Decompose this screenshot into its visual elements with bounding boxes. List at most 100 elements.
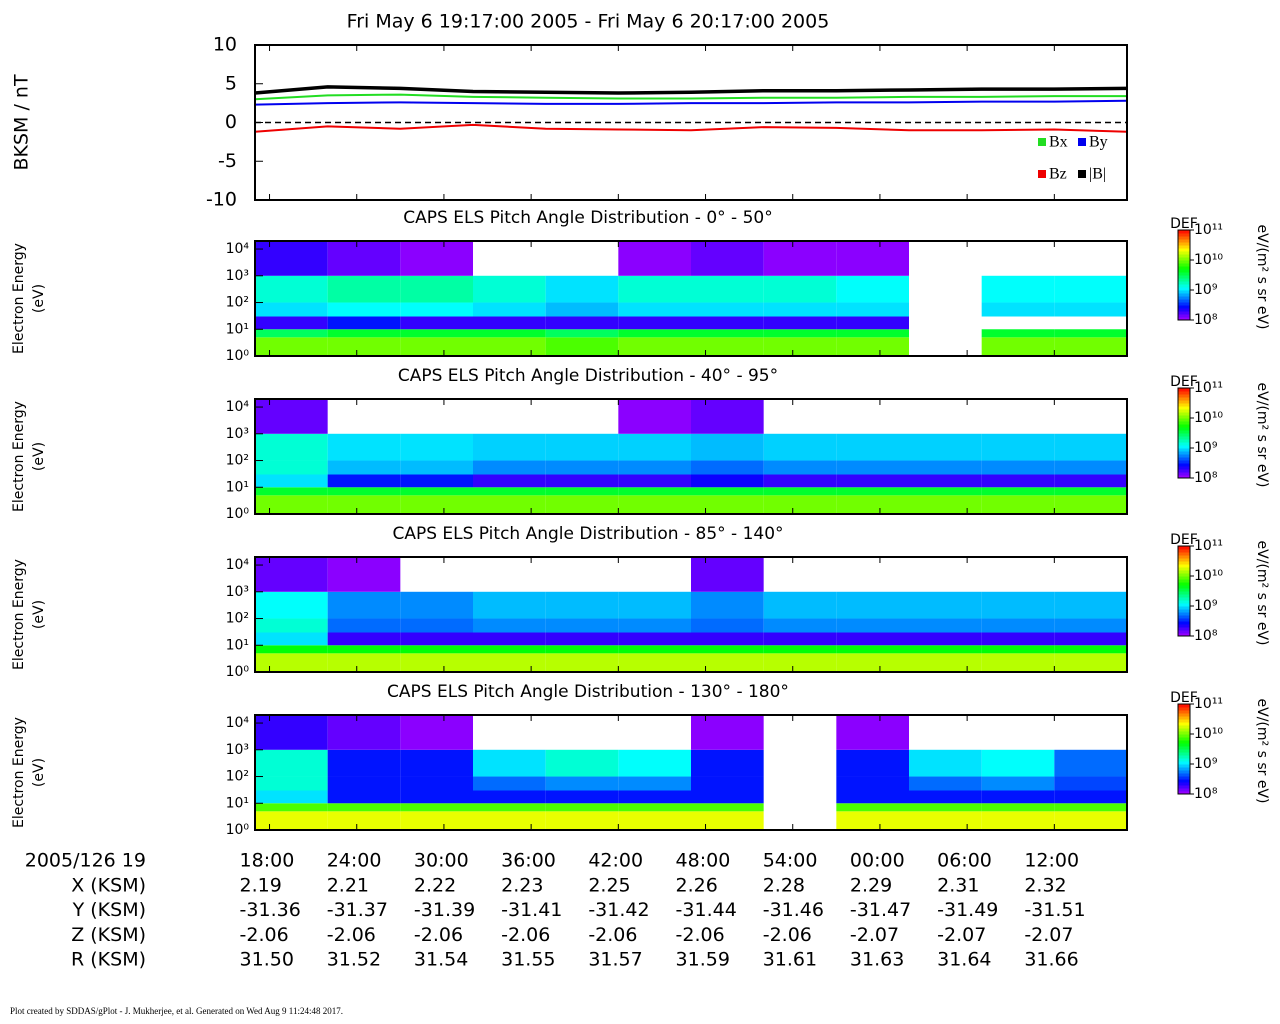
colorbar-band xyxy=(1178,302,1190,306)
legend-swatch xyxy=(1078,138,1086,146)
spectrogram-cell xyxy=(691,591,764,619)
ephemeris-value: -2.06 xyxy=(501,924,550,946)
spectrogram-cell xyxy=(1054,487,1127,496)
spectrogram-cell xyxy=(836,715,909,750)
ephemeris-value: -2.06 xyxy=(676,924,725,946)
colorbar-band xyxy=(1178,284,1190,288)
spectrogram-cell xyxy=(255,632,328,646)
ephemeris-value: 31.63 xyxy=(850,949,904,971)
time-tick-label: 54:00 xyxy=(763,850,818,872)
spectrogram-cell xyxy=(327,776,401,791)
spectrogram-cell xyxy=(618,487,691,496)
colorbar-band xyxy=(1178,710,1190,714)
spectrogram-cell xyxy=(618,653,691,672)
spectrogram-cell xyxy=(1054,474,1127,488)
spectrogram-cell xyxy=(545,433,619,461)
colorbar-tick-label: 10⁸ xyxy=(1194,786,1218,802)
spectrogram-cell xyxy=(981,433,1055,461)
spectrogram-cell xyxy=(1054,591,1127,619)
colorbar-band xyxy=(1178,281,1190,285)
y-tick-label: 10⁴ xyxy=(226,399,250,415)
ephemeris-value: 2.25 xyxy=(588,875,630,897)
panel-title: CAPS ELS Pitch Angle Distribution - 130°… xyxy=(387,682,789,702)
colorbar-band xyxy=(1178,248,1190,252)
spectrogram-cell xyxy=(1054,776,1127,791)
spectrogram-cell xyxy=(691,645,764,654)
spectrogram-cell xyxy=(255,337,328,356)
spectrogram-cell xyxy=(255,790,328,804)
spectrogram-cell xyxy=(836,632,909,646)
colorbar-band xyxy=(1178,591,1190,595)
series-line xyxy=(254,123,1128,133)
ephemeris-label: X (KSM) xyxy=(71,875,146,897)
spectrogram-cell xyxy=(545,632,619,646)
spectrogram-cell xyxy=(981,776,1055,791)
time-tick-label: 36:00 xyxy=(501,850,556,872)
spectrogram-cell xyxy=(400,495,473,514)
spectrogram-cell xyxy=(1054,495,1127,514)
legend-label: Bz xyxy=(1049,166,1067,183)
colorbar-band xyxy=(1178,630,1190,634)
colorbar-band xyxy=(1178,564,1190,568)
colorbar-band xyxy=(1178,552,1190,556)
colorbar-band xyxy=(1178,266,1190,270)
y-axis-label: Electron Energy xyxy=(11,401,27,512)
y-tick-label: 10¹ xyxy=(226,795,249,811)
ephemeris-label: Y (KSM) xyxy=(72,899,146,921)
colorbar-tick-label: 10¹⁰ xyxy=(1194,726,1223,742)
spectrogram-cell xyxy=(618,302,691,317)
colorbar-band xyxy=(1178,472,1190,476)
spectrogram-cell xyxy=(618,495,691,514)
spectrogram-cell xyxy=(473,474,546,488)
ephemeris-value: 31.52 xyxy=(327,949,381,971)
spectrogram-cell xyxy=(327,316,401,330)
spectrogram-cell xyxy=(400,618,473,633)
plot-frame xyxy=(254,44,1128,201)
colorbar-band xyxy=(1178,734,1190,738)
spectrogram-cell xyxy=(836,487,909,496)
y-tick-label: 10¹ xyxy=(226,479,249,495)
y-tick-label: 10³ xyxy=(226,584,249,600)
colorbar-band xyxy=(1178,576,1190,580)
ephemeris-value: 31.50 xyxy=(240,949,294,971)
ephemeris-value: 31.61 xyxy=(763,949,817,971)
figure-title: Fri May 6 19:17:00 2005 - Fri May 6 20:1… xyxy=(347,11,830,33)
spectrogram-cell xyxy=(618,460,691,475)
spectrogram-cell xyxy=(909,487,982,496)
colorbar-label: DEF xyxy=(1170,690,1198,706)
spectrogram-cell xyxy=(327,495,401,514)
colorbar-band xyxy=(1178,737,1190,741)
colorbar-tick-label: 10¹⁰ xyxy=(1194,410,1223,426)
spectrogram-cell xyxy=(473,316,546,330)
spectrogram-cell xyxy=(400,653,473,672)
colorbar-band xyxy=(1178,615,1190,619)
spectrogram-cell xyxy=(400,632,473,646)
colorbar-tick-label: 10⁹ xyxy=(1194,440,1218,456)
y-tick-label: -5 xyxy=(218,150,237,172)
colorbar-band xyxy=(1178,260,1190,264)
spectrogram-cell xyxy=(1054,337,1127,356)
spectrogram-cell xyxy=(255,275,328,303)
spectrogram-cell xyxy=(545,790,619,804)
spectrogram-cell xyxy=(981,474,1055,488)
spectrogram-cell xyxy=(981,749,1055,777)
colorbar-band xyxy=(1178,558,1190,562)
spectrogram-cell xyxy=(400,749,473,777)
spectrogram-cell xyxy=(836,337,909,356)
colorbar-band xyxy=(1178,466,1190,470)
spectrogram-cell xyxy=(327,302,401,317)
spectrogram-cell xyxy=(836,618,909,633)
spectrogram-cell xyxy=(400,790,473,804)
colorbar-unit: eV/(m² s sr eV) xyxy=(1254,225,1270,330)
spectrogram-cell xyxy=(327,474,401,488)
colorbar-band xyxy=(1178,758,1190,762)
colorbar-band xyxy=(1178,555,1190,559)
plot-frame xyxy=(254,398,1128,515)
colorbar-band xyxy=(1178,594,1190,598)
colorbar-tick-label: 10⁹ xyxy=(1194,756,1218,772)
colorbar-band xyxy=(1178,278,1190,282)
colorbar-tick-label: 10¹¹ xyxy=(1194,380,1223,396)
colorbar-band xyxy=(1178,773,1190,777)
spectrogram-cell xyxy=(255,653,328,672)
ephemeris-value: 31.55 xyxy=(501,949,555,971)
